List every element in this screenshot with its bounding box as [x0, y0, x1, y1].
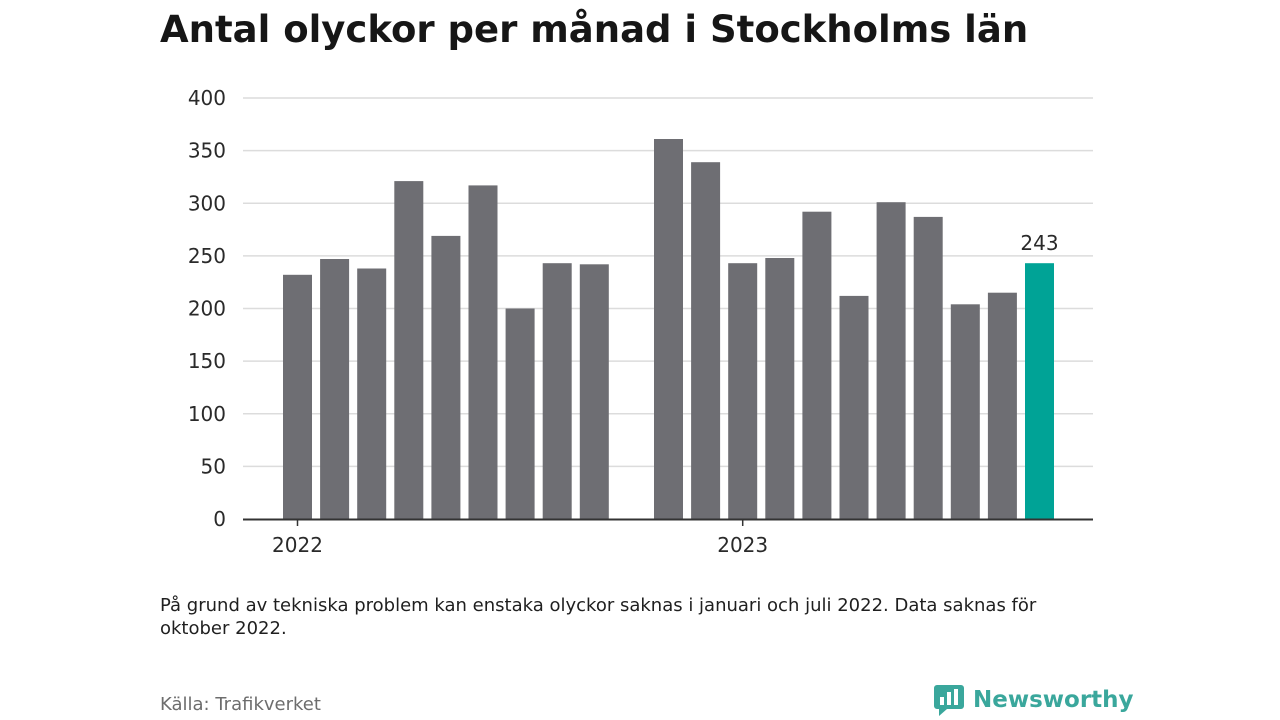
bar: [505, 308, 535, 519]
chart-note: På grund av tekniska problem kan enstaka…: [160, 595, 1037, 639]
bar: [987, 292, 1017, 519]
newsworthy-logo: Newsworthy: [933, 682, 1134, 718]
bar-value-label: 243: [1020, 231, 1058, 255]
bar: [579, 264, 609, 519]
bar: [431, 235, 461, 519]
y-axis-labels: 0 50 100 150 200 250 300 350 400: [188, 86, 226, 531]
bar: [691, 162, 721, 519]
brand-name: Newsworthy: [973, 687, 1134, 713]
bar: [950, 304, 980, 519]
y-tick-label: 0: [213, 507, 226, 531]
data-labels: 243: [1020, 231, 1058, 255]
bar: [468, 185, 498, 519]
y-tick-label: 300: [188, 191, 226, 215]
bars: [283, 139, 1054, 519]
bar: [394, 181, 424, 519]
chart-title: Antal olyckor per månad i Stockholms län: [160, 8, 1029, 51]
bar: [876, 202, 906, 519]
bar: [357, 268, 387, 519]
bar: [913, 216, 943, 519]
bar: [802, 211, 832, 519]
bar-highlight: [1025, 263, 1054, 519]
bar: [320, 259, 350, 519]
x-axis: [243, 518, 1093, 526]
bar: [654, 139, 683, 519]
y-tick-label: 100: [188, 402, 226, 426]
y-tick-label: 150: [188, 349, 226, 373]
y-tick-label: 400: [188, 86, 226, 110]
source-credit: Källa: Trafikverket: [160, 694, 321, 715]
bar: [542, 263, 572, 519]
bar: [283, 274, 312, 519]
y-tick-label: 250: [188, 244, 226, 268]
bar: [728, 263, 758, 519]
bar: [839, 295, 869, 519]
x-tick-label: 2023: [717, 533, 768, 557]
y-tick-label: 200: [188, 297, 226, 321]
bar: [765, 258, 795, 519]
y-tick-label: 350: [188, 139, 226, 163]
y-tick-label: 50: [201, 454, 226, 478]
newsworthy-logo-icon: [934, 685, 964, 716]
x-axis-labels: 2022 2023: [272, 533, 768, 557]
x-tick-label: 2022: [272, 533, 323, 557]
